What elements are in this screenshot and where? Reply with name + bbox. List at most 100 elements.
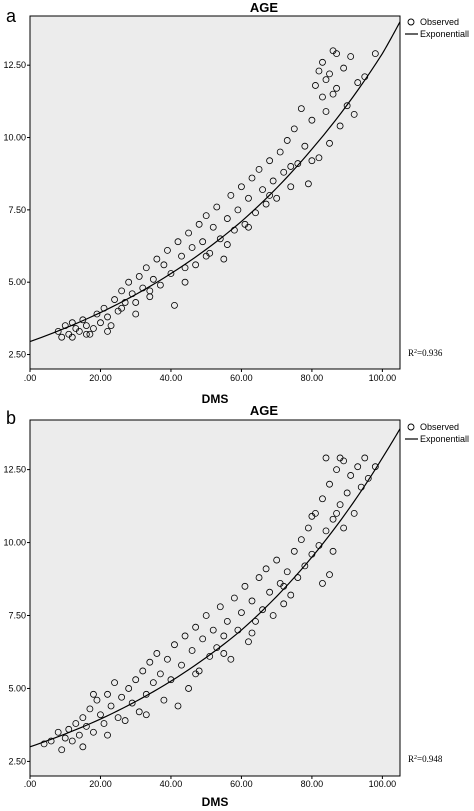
data-point <box>259 606 266 614</box>
x-tick-label: 60.00 <box>230 373 253 383</box>
data-point <box>185 685 192 692</box>
data-point <box>75 327 83 335</box>
data-point <box>350 509 358 517</box>
data-point <box>329 515 337 523</box>
y-tick-label: 10.00 <box>3 538 26 548</box>
data-point <box>82 330 90 338</box>
data-point <box>245 638 252 646</box>
data-point <box>100 720 108 727</box>
r-squared-superscript: 2 <box>414 349 417 355</box>
data-point <box>322 76 330 84</box>
data-point <box>252 209 259 217</box>
y-tick-label: 12.50 <box>3 465 26 475</box>
data-point <box>230 594 238 602</box>
data-point <box>156 281 164 289</box>
data-point <box>322 527 330 535</box>
y-tick-label: 10.00 <box>3 133 26 143</box>
data-point <box>149 275 157 283</box>
y-tick-label: 5.00 <box>8 683 26 693</box>
data-point <box>326 480 333 488</box>
x-axis-label: DMS <box>202 795 229 809</box>
data-point <box>86 705 94 713</box>
data-point <box>336 122 344 130</box>
data-point <box>241 582 249 590</box>
data-point <box>290 547 298 555</box>
y-axis: 2.50 5.00 7.50 10.00 12.50 <box>3 465 30 766</box>
data-point <box>340 524 348 532</box>
data-point <box>287 183 295 191</box>
y-tick-label: 7.50 <box>8 205 26 215</box>
legend-marker-observed <box>407 18 415 26</box>
r-squared-value: =0.936 <box>417 348 443 358</box>
data-point <box>121 299 129 306</box>
data-point <box>195 220 203 228</box>
data-point <box>269 177 277 185</box>
data-point <box>213 203 221 211</box>
r-squared-value: =0.948 <box>417 754 443 764</box>
data-point <box>266 157 274 165</box>
x-tick-label: .00 <box>24 779 37 789</box>
data-point <box>153 650 161 657</box>
data-point <box>283 568 291 576</box>
data-point <box>118 693 126 701</box>
legend: Observed Exponentiall <box>405 422 469 444</box>
data-point <box>146 287 154 295</box>
chart-title: AGE <box>250 0 279 15</box>
data-point <box>238 609 245 616</box>
data-point <box>146 658 154 666</box>
r-squared-prefix: R <box>408 348 414 358</box>
data-point <box>68 737 76 745</box>
y-axis: 2.50 5.00 7.50 10.00 12.50 <box>3 60 30 360</box>
data-point <box>97 319 104 327</box>
data-point <box>75 731 83 739</box>
data-point <box>301 142 309 150</box>
y-tick-label: 7.50 <box>8 611 26 621</box>
data-point <box>315 154 323 162</box>
data-point <box>188 244 196 251</box>
data-point <box>174 702 182 710</box>
data-point <box>118 287 126 295</box>
x-tick-label: .00 <box>24 373 37 383</box>
data-point <box>340 64 348 72</box>
data-point <box>40 740 48 748</box>
data-point <box>223 241 231 248</box>
data-point <box>107 702 115 710</box>
data-point <box>121 717 129 724</box>
data-point <box>294 160 302 167</box>
data-point <box>54 327 62 335</box>
y-tick-label: 12.50 <box>3 60 26 70</box>
data-point <box>160 261 168 269</box>
data-point <box>86 330 94 338</box>
r-squared-annotation: R2=0.936 <box>408 348 443 358</box>
data-point <box>312 82 319 89</box>
data-point <box>354 79 362 86</box>
data-point <box>220 255 228 263</box>
data-point <box>199 635 207 643</box>
data-point <box>223 617 231 625</box>
data-point <box>371 50 379 58</box>
data-point <box>319 495 326 503</box>
data-point <box>181 632 189 640</box>
data-point <box>343 102 351 110</box>
data-point <box>252 617 259 625</box>
data-point <box>245 223 252 231</box>
data-point <box>174 238 182 246</box>
data-point <box>347 53 355 60</box>
data-point <box>135 273 143 280</box>
x-tick-label: 40.00 <box>160 373 183 383</box>
x-tick-label: 20.00 <box>89 779 112 789</box>
data-point <box>227 191 235 199</box>
data-point <box>364 474 372 482</box>
data-point <box>319 93 326 101</box>
data-point <box>223 215 231 222</box>
data-point <box>156 670 164 678</box>
data-point <box>178 661 185 669</box>
data-point <box>160 696 168 704</box>
data-point <box>329 47 337 55</box>
legend: Observed Exponentiall <box>405 17 469 39</box>
data-point <box>266 588 274 596</box>
data-point <box>132 676 140 684</box>
legend-label-fit: Exponentiall <box>420 29 469 39</box>
r-squared-annotation: R2=0.948 <box>408 754 443 764</box>
data-point <box>238 183 245 191</box>
